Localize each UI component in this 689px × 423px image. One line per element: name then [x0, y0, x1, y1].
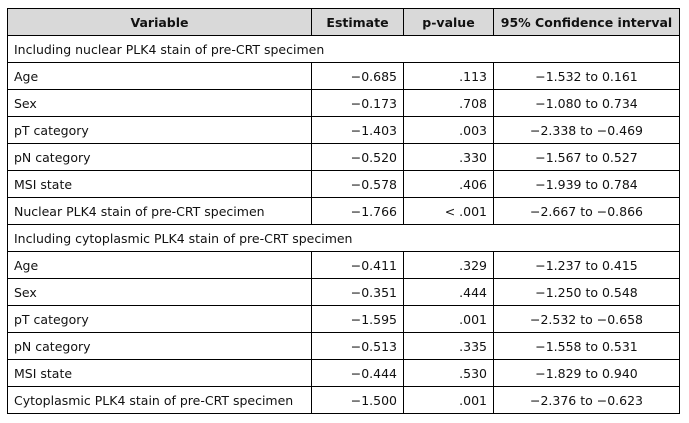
cell-estimate: −0.685 [311, 62, 404, 90]
cell-estimate: −1.500 [311, 386, 404, 414]
table-row: pT category −1.595 .001 −2.532 to −0.658 [7, 305, 680, 333]
cell-variable: Age [7, 62, 312, 90]
cell-estimate: −1.766 [311, 197, 404, 225]
cell-ci: −1.532 to 0.161 [493, 62, 680, 90]
table-row: Age −0.411 .329 −1.237 to 0.415 [7, 251, 680, 279]
table-row: Cytoplasmic PLK4 stain of pre-CRT specim… [7, 386, 680, 414]
cell-p-value: .406 [403, 170, 494, 198]
cell-variable: pN category [7, 332, 312, 360]
table-row: pN category −0.520 .330 −1.567 to 0.527 [7, 143, 680, 171]
table-row: MSI state −0.578 .406 −1.939 to 0.784 [7, 170, 680, 198]
cell-variable: Sex [7, 278, 312, 306]
cell-ci: −2.532 to −0.658 [493, 305, 680, 333]
cell-p-value: < .001 [403, 197, 494, 225]
cell-estimate: −0.578 [311, 170, 404, 198]
cell-ci: −1.080 to 0.734 [493, 89, 680, 117]
cell-variable: Sex [7, 89, 312, 117]
cell-p-value: .444 [403, 278, 494, 306]
header-confidence-interval: 95% Confidence interval [493, 8, 680, 36]
section-row: Including cytoplasmic PLK4 stain of pre-… [7, 224, 680, 252]
header-p-value: p-value [403, 8, 494, 36]
cell-p-value: .335 [403, 332, 494, 360]
cell-ci: −1.829 to 0.940 [493, 359, 680, 387]
cell-ci: −2.338 to −0.469 [493, 116, 680, 144]
cell-estimate: −0.513 [311, 332, 404, 360]
table-row: pN category −0.513 .335 −1.558 to 0.531 [7, 332, 680, 360]
table-row: MSI state −0.444 .530 −1.829 to 0.940 [7, 359, 680, 387]
cell-variable: pN category [7, 143, 312, 171]
cell-variable: Age [7, 251, 312, 279]
cell-p-value: .113 [403, 62, 494, 90]
table-row: Sex −0.173 .708 −1.080 to 0.734 [7, 89, 680, 117]
cell-ci: −2.667 to −0.866 [493, 197, 680, 225]
regression-table: Variable Estimate p-value 95% Confidence… [7, 8, 680, 414]
cell-estimate: −0.520 [311, 143, 404, 171]
section-row: Including nuclear PLK4 stain of pre-CRT … [7, 35, 680, 63]
header-estimate: Estimate [311, 8, 404, 36]
cell-ci: −1.237 to 0.415 [493, 251, 680, 279]
cell-p-value: .001 [403, 305, 494, 333]
regression-table-container: Variable Estimate p-value 95% Confidence… [7, 8, 680, 414]
cell-estimate: −0.351 [311, 278, 404, 306]
cell-variable: MSI state [7, 359, 312, 387]
table-row: Age −0.685 .113 −1.532 to 0.161 [7, 62, 680, 90]
cell-estimate: −0.173 [311, 89, 404, 117]
cell-variable: pT category [7, 305, 312, 333]
cell-p-value: .003 [403, 116, 494, 144]
cell-ci: −1.567 to 0.527 [493, 143, 680, 171]
cell-p-value: .530 [403, 359, 494, 387]
cell-ci: −1.939 to 0.784 [493, 170, 680, 198]
table-row: pT category −1.403 .003 −2.338 to −0.469 [7, 116, 680, 144]
cell-ci: −1.558 to 0.531 [493, 332, 680, 360]
cell-variable: Nuclear PLK4 stain of pre-CRT specimen [7, 197, 312, 225]
cell-p-value: .330 [403, 143, 494, 171]
header-variable: Variable [7, 8, 312, 36]
cell-variable: Cytoplasmic PLK4 stain of pre-CRT specim… [7, 386, 312, 414]
cell-variable: pT category [7, 116, 312, 144]
section-title: Including nuclear PLK4 stain of pre-CRT … [7, 35, 680, 63]
header-row: Variable Estimate p-value 95% Confidence… [7, 8, 680, 36]
cell-ci: −1.250 to 0.548 [493, 278, 680, 306]
cell-estimate: −1.403 [311, 116, 404, 144]
cell-variable: MSI state [7, 170, 312, 198]
cell-p-value: .001 [403, 386, 494, 414]
cell-estimate: −0.411 [311, 251, 404, 279]
table-row: Nuclear PLK4 stain of pre-CRT specimen −… [7, 197, 680, 225]
cell-p-value: .329 [403, 251, 494, 279]
cell-ci: −2.376 to −0.623 [493, 386, 680, 414]
section-title: Including cytoplasmic PLK4 stain of pre-… [7, 224, 680, 252]
cell-estimate: −1.595 [311, 305, 404, 333]
cell-estimate: −0.444 [311, 359, 404, 387]
cell-p-value: .708 [403, 89, 494, 117]
table-row: Sex −0.351 .444 −1.250 to 0.548 [7, 278, 680, 306]
